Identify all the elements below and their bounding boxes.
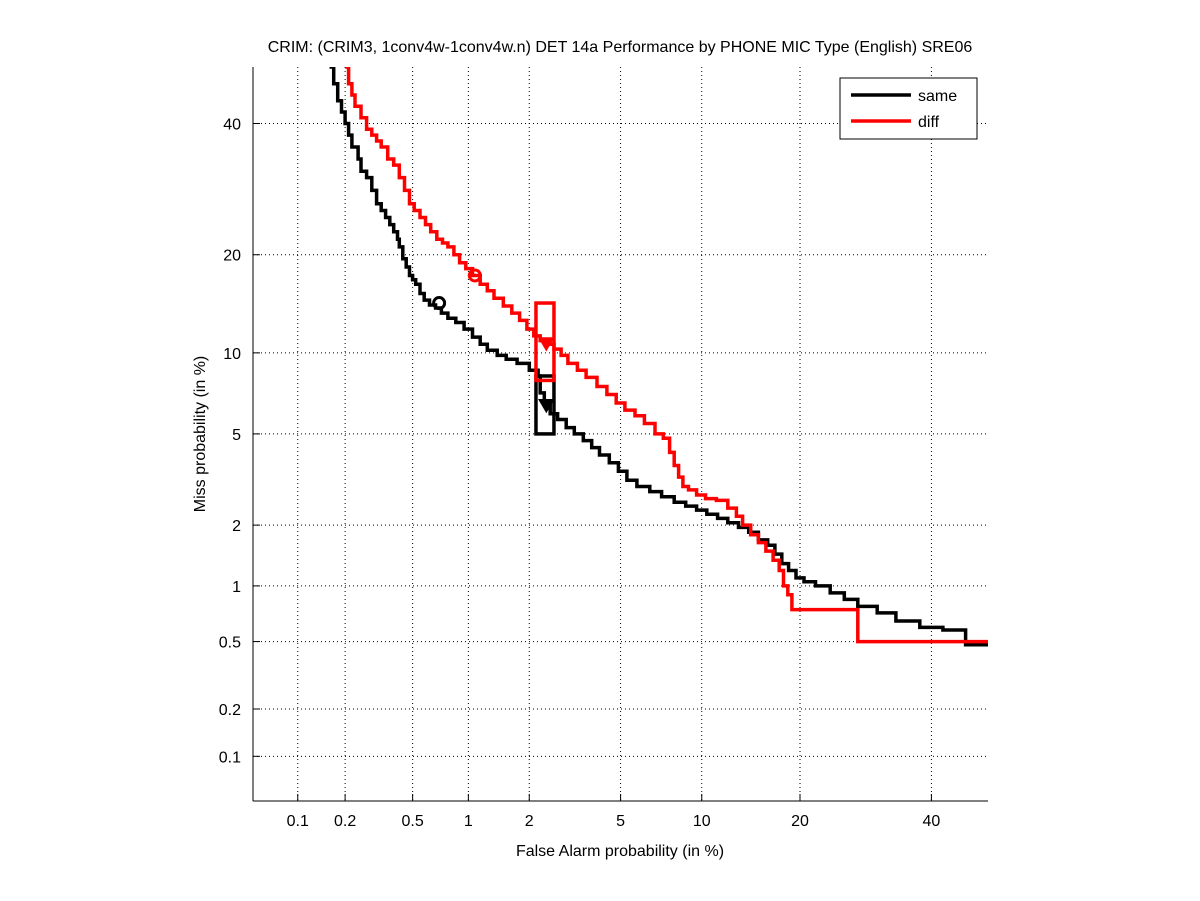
x-tick-label: 0.1 (287, 813, 309, 830)
y-axis-label: Miss probability (in %) (192, 356, 209, 512)
x-tick-label: 10 (693, 813, 711, 830)
y-tick-label: 40 (223, 117, 241, 134)
min-dcf-marker-diff (467, 268, 482, 283)
confidence-boxes (534, 301, 556, 436)
grid (253, 67, 988, 801)
y-tick-label: 2 (232, 518, 241, 535)
y-ticks: 0.1 0.2 0.5 1 2 5 10 20 40 (219, 117, 260, 766)
act-dcf-marker-diff (538, 337, 555, 352)
series-line-diff (345, 67, 988, 644)
series-line-same (329, 67, 988, 647)
y-tick-label: 0.5 (219, 635, 241, 652)
legend: same diff (839, 77, 978, 140)
legend-label-same: same (918, 88, 957, 105)
x-tick-label: 5 (616, 813, 625, 830)
x-tick-label: 0.2 (334, 813, 356, 830)
x-tick-label: 40 (923, 813, 941, 830)
y-tick-label: 5 (232, 427, 241, 444)
y-tick-label: 0.2 (219, 702, 241, 719)
x-tick-label: 2 (525, 813, 534, 830)
x-tick-label: 20 (791, 813, 809, 830)
x-tick-label: 0.5 (402, 813, 424, 830)
x-axis-label: False Alarm probability (in %) (516, 843, 724, 860)
act-dcf-marker-same (538, 398, 555, 414)
y-tick-label: 20 (223, 248, 241, 265)
series-group (329, 67, 988, 647)
x-ticks: 0.1 0.2 0.5 1 2 5 10 20 40 (287, 794, 941, 830)
markers (432, 268, 555, 414)
legend-box (839, 77, 978, 140)
y-tick-label: 1 (232, 579, 241, 596)
confidence-box-diff (534, 301, 556, 383)
min-dcf-marker-same (432, 296, 447, 311)
chart-title: CRIM: (CRIM3, 1conv4w-1conv4w.n) DET 14a… (268, 39, 973, 56)
x-tick-label: 1 (464, 813, 473, 830)
y-tick-label: 0.1 (219, 749, 241, 766)
y-tick-label: 10 (223, 346, 241, 363)
legend-label-diff: diff (918, 114, 940, 131)
confidence-box-same (534, 374, 556, 436)
